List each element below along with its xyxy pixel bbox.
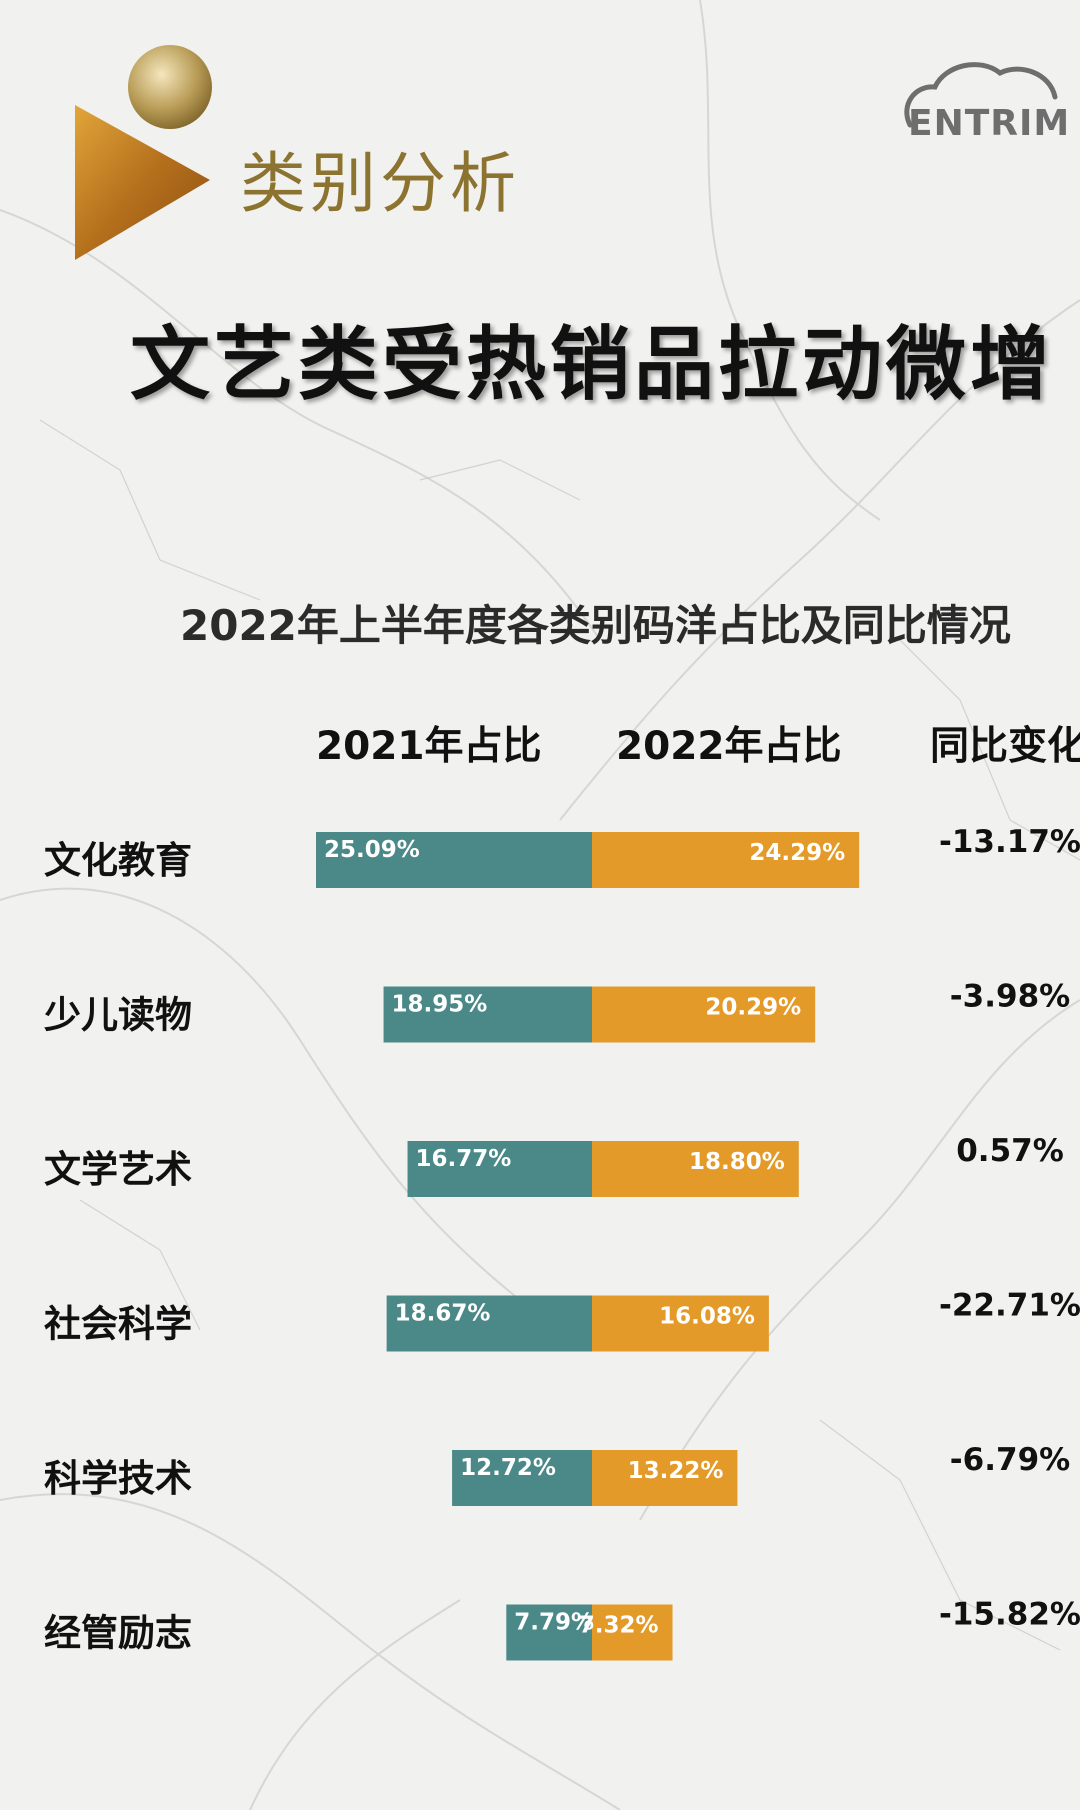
category-label: 科学技术: [44, 1457, 192, 1500]
chart-title: 2022年上半年度各类别码洋占比及同比情况: [180, 601, 1011, 650]
category-label: 经管励志: [44, 1612, 192, 1655]
bar-2021: [316, 832, 592, 888]
category-label: 社会科学: [44, 1303, 192, 1346]
category-label: 文化教育: [44, 839, 192, 882]
bar-2022-value-label: 7.32%: [579, 1613, 659, 1639]
bar-2021: [407, 1141, 592, 1197]
bar-2021: [452, 1450, 592, 1506]
bar-2021-value-label: 16.77%: [416, 1146, 512, 1172]
category-label: 文学艺术: [44, 1148, 192, 1191]
bar-2022: [592, 1295, 769, 1352]
bar-2022-value-label: 20.29%: [705, 995, 801, 1021]
category-label: 少儿读物: [44, 994, 192, 1037]
column-header-2022: 2022年占比: [616, 724, 842, 769]
column-header-2021: 2021年占比: [316, 724, 542, 769]
bar-2021-value-label: 25.09%: [324, 837, 420, 863]
bar-2022: [592, 1450, 738, 1506]
bar-2022: [592, 832, 860, 888]
bar-2022: [592, 986, 816, 1043]
gold-circle-icon: [128, 45, 212, 129]
bar-2021: [383, 986, 592, 1043]
bar-2021-value-label: 7.79%: [514, 1610, 594, 1636]
bar-2021-value-label: 12.72%: [460, 1455, 556, 1481]
bar-2021-value-label: 18.67%: [395, 1301, 491, 1327]
yoy-change-label: 0.57%: [956, 1133, 1064, 1169]
bar-2022-value-label: 18.80%: [689, 1149, 785, 1175]
bar-2021: [506, 1604, 592, 1661]
logo-text: ENTRIM: [908, 103, 1071, 144]
brand-logo: ENTRIM: [890, 45, 1080, 155]
bar-2021-value-label: 18.95%: [392, 992, 488, 1018]
section-title: 类别分析: [240, 145, 520, 222]
yoy-change-label: -22.71%: [939, 1288, 1080, 1324]
cloud-icon: [904, 62, 1058, 128]
bar-2022-value-label: 24.29%: [749, 840, 845, 866]
column-header-yoy: 同比变化: [930, 724, 1080, 769]
header-decoration: [75, 45, 212, 260]
yoy-change-label: -6.79%: [950, 1442, 1070, 1478]
yoy-change-label: -13.17%: [939, 824, 1080, 860]
bar-2022: [592, 1604, 673, 1661]
headline: 文艺类受热销品拉动微增: [130, 318, 1054, 411]
yoy-change-label: -15.82%: [939, 1597, 1080, 1633]
bronze-triangle-icon: [75, 105, 210, 260]
bar-2021: [386, 1295, 592, 1352]
bar-2022: [592, 1141, 799, 1197]
bar-2022-value-label: 16.08%: [659, 1304, 755, 1330]
bar-2022-value-label: 13.22%: [628, 1458, 724, 1484]
yoy-change-label: -3.98%: [950, 979, 1070, 1015]
